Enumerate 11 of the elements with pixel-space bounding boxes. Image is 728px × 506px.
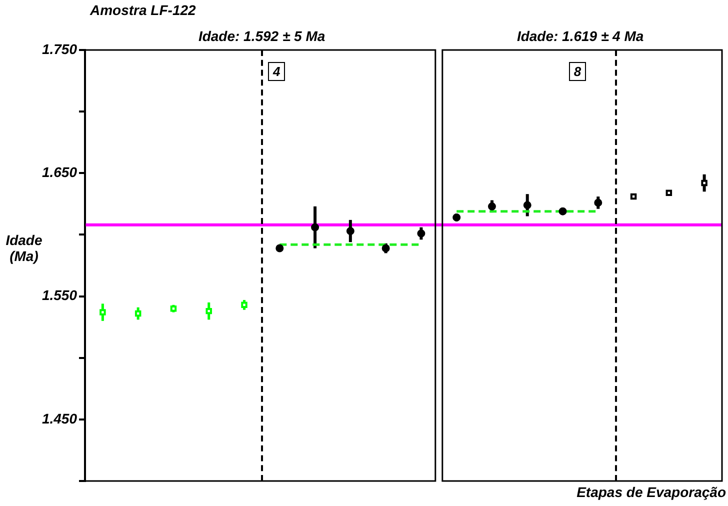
y-tick-label: 1.550 (42, 287, 78, 304)
annotation: 8 (568, 62, 586, 81)
annotation: 4 (268, 62, 286, 81)
y-tick-label: 1.750 (42, 40, 78, 57)
chart-title: Amostra LF-122 (90, 2, 196, 18)
text: Idade: 1.592 ± 5 Ma (198, 28, 326, 44)
x-axis-title: Etapas de Evaporação (576, 484, 726, 500)
y-axis-title: Idade (Ma) (4, 232, 44, 264)
y-tick-label: 1.650 (42, 164, 78, 180)
text: Idade: 1.619 ± 4 Ma (516, 28, 644, 44)
y-tick-label: 1.450 (42, 410, 78, 426)
